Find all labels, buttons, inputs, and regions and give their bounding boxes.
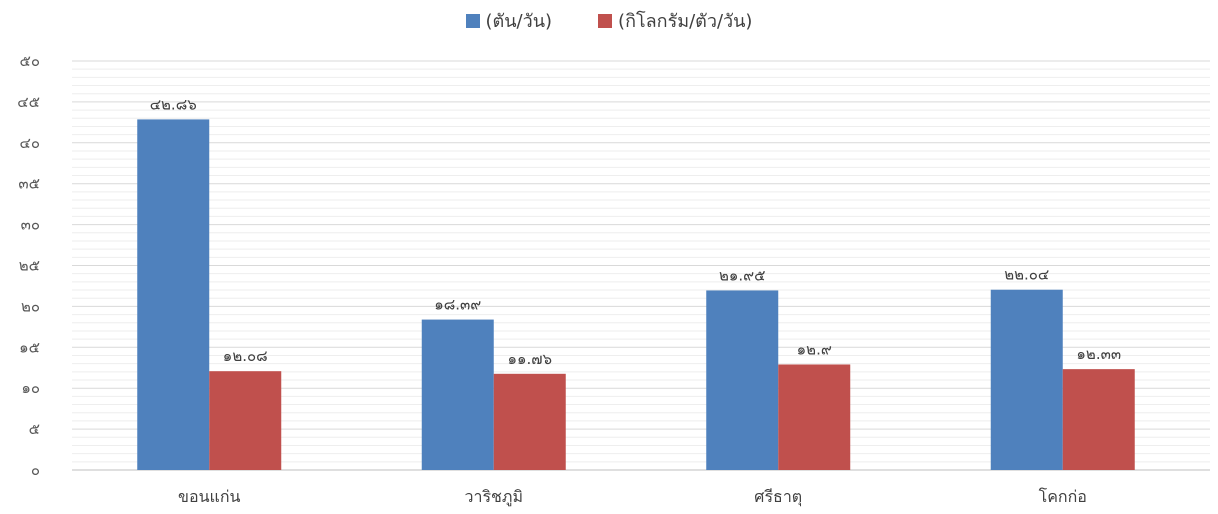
y-tick-label: ๔๕ <box>17 93 40 111</box>
y-tick-label: ๑๕ <box>19 338 40 356</box>
data-label-series-1: ๒๑.๙๕ <box>719 266 766 284</box>
x-tick-label: ขอนแก่น <box>178 487 240 506</box>
legend-item-series-2: (กิโลกรัม/ตัว/วัน) <box>598 6 752 35</box>
legend-label-series-2: (กิโลกรัม/ตัว/วัน) <box>618 11 753 32</box>
y-tick-label: ๓๐ <box>21 216 40 234</box>
data-label-series-2: ๑๒.๓๓ <box>1076 345 1121 363</box>
bar-series-1 <box>421 319 494 470</box>
legend-item-series-1: (ตัน/วัน) <box>465 6 553 35</box>
legend-swatch-series-1 <box>465 13 480 28</box>
legend-swatch-series-2 <box>598 13 613 28</box>
y-tick-label: ๑๐ <box>21 379 40 397</box>
x-tick-label: โคกก่อ <box>1039 487 1087 506</box>
data-label-series-1: ๔๒.๘๖ <box>150 95 197 113</box>
y-tick-label: ๔๐ <box>19 134 40 152</box>
bar-series-1 <box>990 289 1063 470</box>
y-tick-label: ๓๕ <box>18 175 40 193</box>
data-label-series-1: ๑๘.๓๙ <box>434 296 481 314</box>
bar-series-2 <box>493 373 566 470</box>
data-label-series-1: ๒๒.๐๔ <box>1004 266 1049 284</box>
bar-series-2 <box>778 364 851 470</box>
chart-legend: (ตัน/วัน) (กิโลกรัม/ตัว/วัน) <box>0 6 1218 35</box>
y-tick-label: ๒๕ <box>19 257 40 275</box>
data-label-series-2: ๑๒.๐๘ <box>223 347 268 365</box>
y-tick-label: ๕๐ <box>19 52 40 70</box>
bar-series-2 <box>209 371 282 470</box>
y-tick-label: ๒๐ <box>21 297 40 315</box>
data-label-series-2: ๑๑.๗๖ <box>507 350 552 368</box>
x-tick-label: วาริชภูมิ <box>464 487 523 507</box>
y-tick-label: ๕ <box>29 420 40 438</box>
y-tick-label: ๐ <box>31 461 40 479</box>
legend-label-series-1: (ตัน/วัน) <box>485 11 553 32</box>
bar-series-1 <box>706 290 779 470</box>
bar-series-2 <box>1062 369 1135 470</box>
bar-series-1 <box>137 119 210 470</box>
x-tick-label: ศรีธาตุ <box>754 487 802 507</box>
data-label-series-2: ๑๒.๙ <box>797 340 832 358</box>
